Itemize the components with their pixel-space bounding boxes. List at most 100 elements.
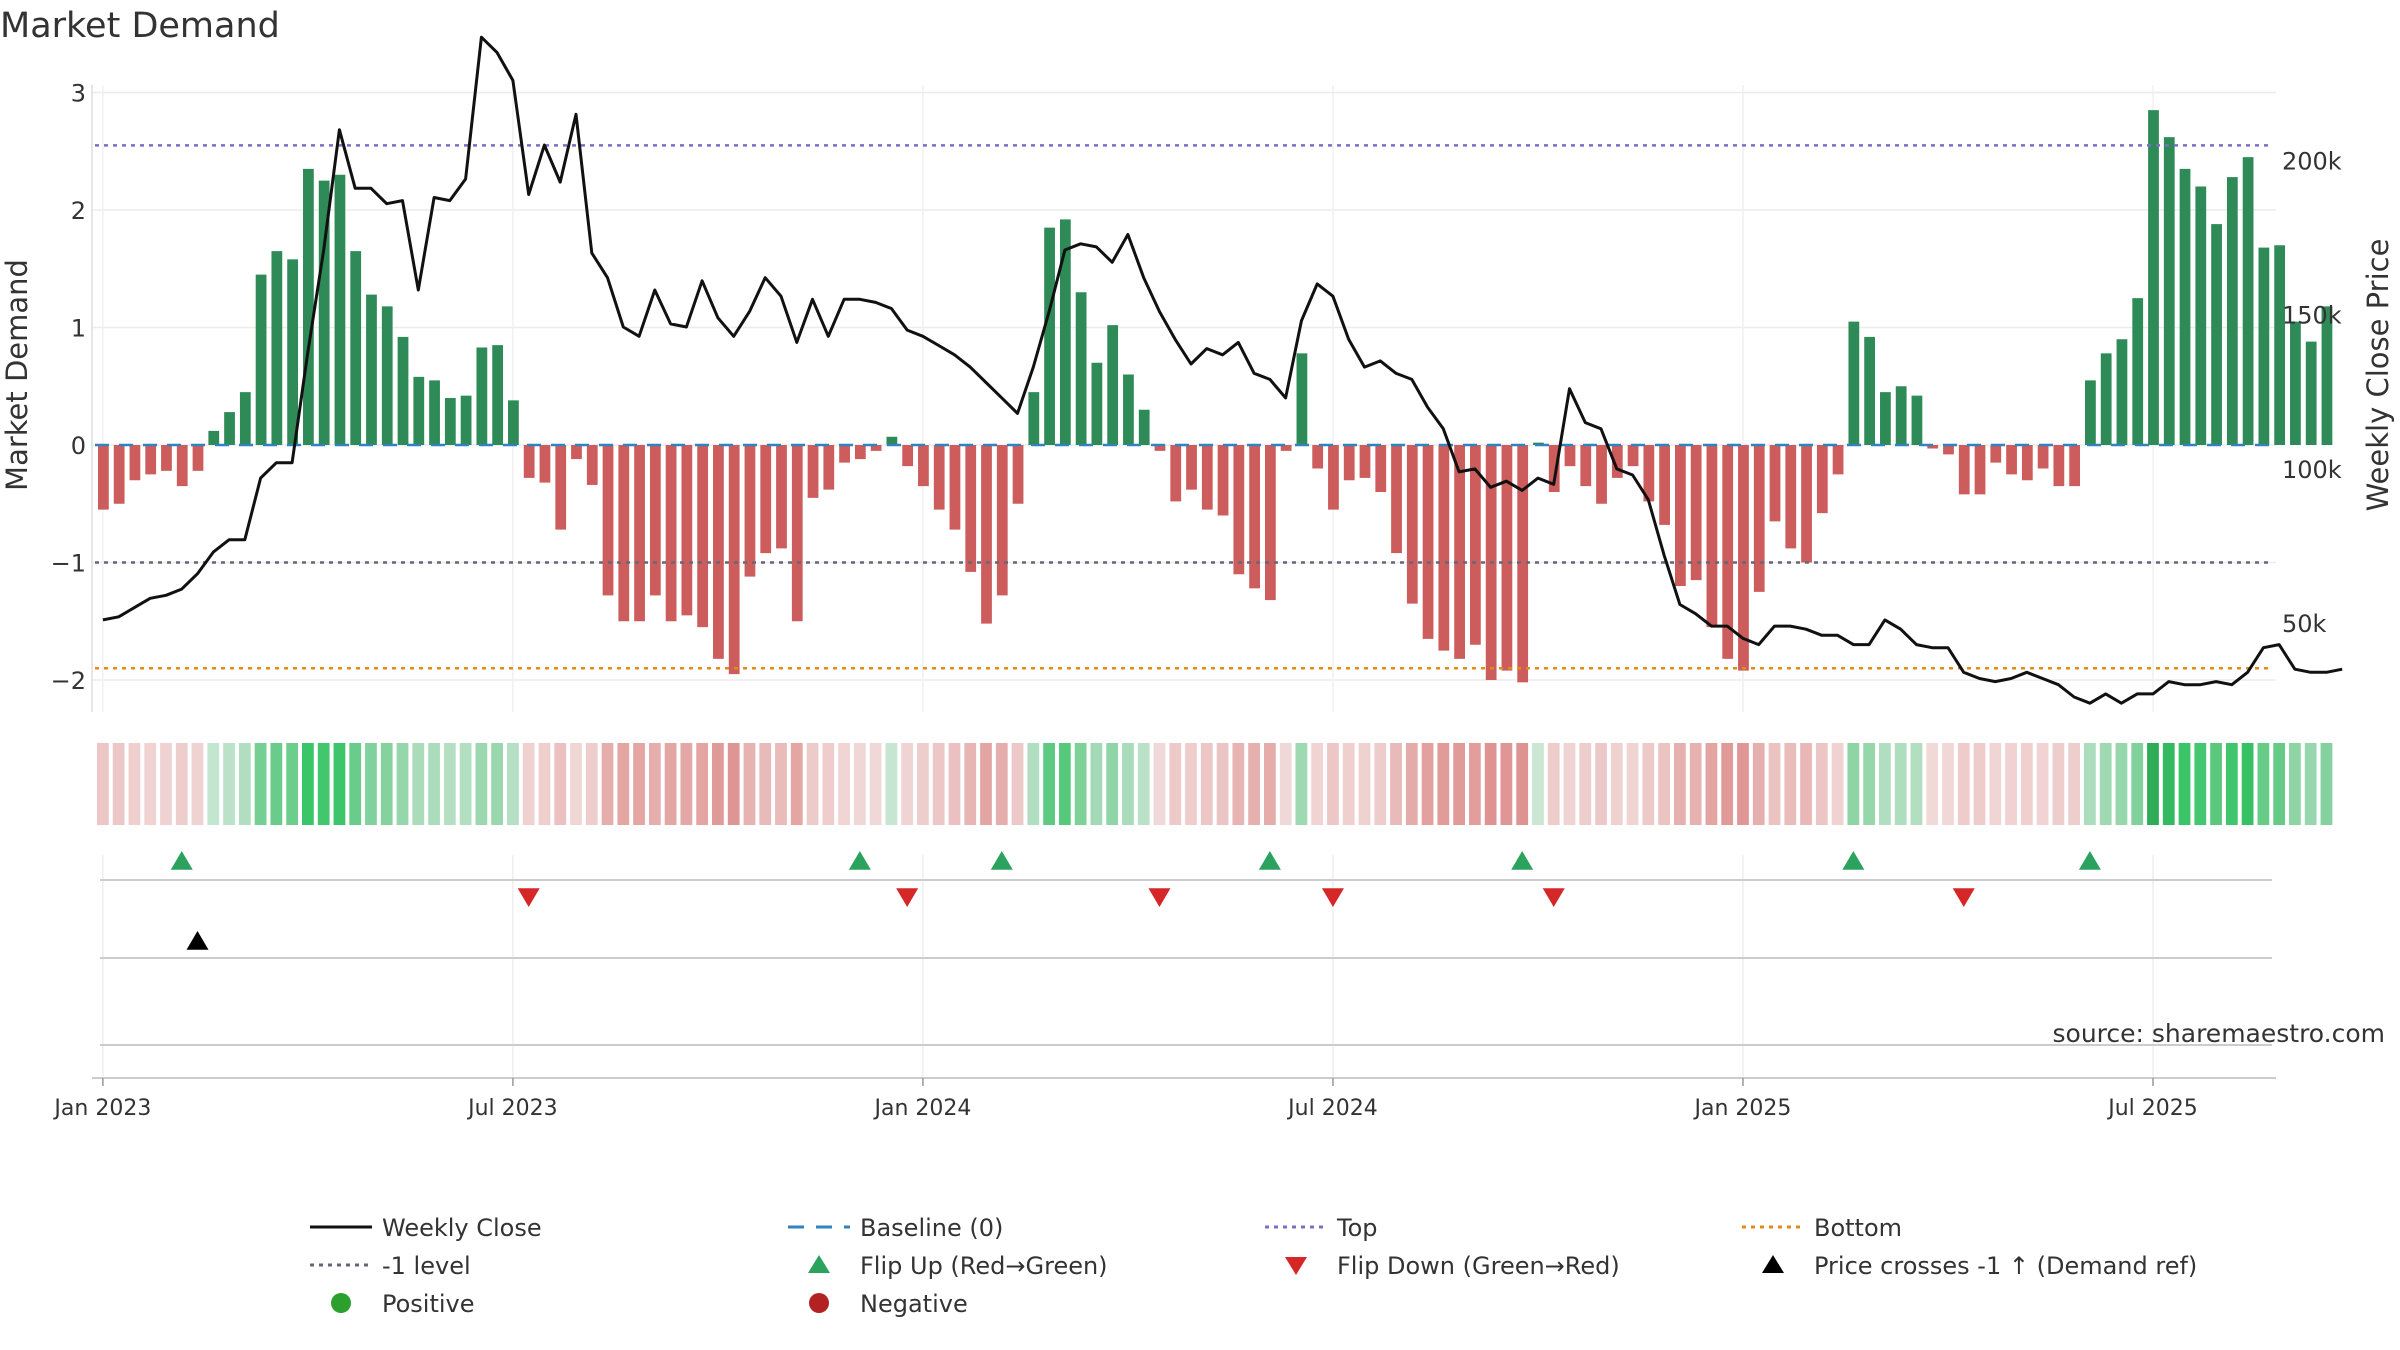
bar-negative [555,445,567,530]
heat-cell [333,743,346,825]
bar-negative [1012,445,1024,504]
legend-item: Top [1265,1214,1378,1242]
legend-label: Flip Down (Green→Red) [1337,1252,1620,1280]
heat-cell [2131,743,2144,825]
legend-item: Price crosses -1 ↑ (Demand ref) [1762,1252,2197,1280]
bar-positive [2116,339,2128,445]
heat-cell [2162,743,2175,825]
heat-cell [1910,743,1923,825]
price-cross-marker [186,931,209,950]
bar-positive [2100,353,2112,445]
bar-negative [1469,445,1481,645]
heat-cell [1216,743,1229,825]
legend-item: -1 level [310,1252,471,1280]
bar-negative [113,445,125,504]
bar-negative [1958,445,1970,495]
heat-cell [1500,743,1513,825]
bar-negative [1170,445,1182,502]
x-tick-label: Jul 2024 [1286,1096,1378,1121]
heat-cell [1721,743,1734,825]
demand-bars [98,110,2333,683]
y-tick-label: 1 [71,315,86,343]
x-tick-label: Jul 2025 [2106,1096,2198,1121]
heat-cell [790,743,803,825]
heat-cell [853,743,866,825]
bar-negative [2037,445,2049,469]
heat-cell [932,743,945,825]
heat-cell [1642,743,1655,825]
heat-cell [1516,743,1529,825]
heat-cell [1863,743,1876,825]
bar-positive [350,251,362,445]
flip-up-marker [990,851,1013,870]
heat-cell [806,743,819,825]
bar-negative [1359,445,1371,478]
bar-negative [902,445,914,467]
heat-cell [1768,743,1781,825]
heat-cell [2289,743,2301,825]
bar-negative [1990,445,2002,463]
heat-cell [1200,743,1213,825]
bar-negative [1738,445,1749,671]
heat-cell [223,743,235,825]
heat-cell [1185,743,1197,825]
bar-positive [334,174,346,445]
bar-negative [713,445,724,659]
flip-up-marker [848,851,871,870]
heat-cell [1973,743,1986,825]
heat-cell [1737,743,1749,825]
heat-cell [901,743,914,825]
heat-cell [696,743,709,825]
heat-cell [1342,743,1355,825]
heat-cell [648,743,661,825]
heat-cell [1784,743,1797,825]
bar-negative [1927,445,1939,449]
bar-negative [2053,445,2065,487]
heat-cell [1122,743,1134,825]
main-panel: 3 2 1 0 −1 −2 200k 150k 100k 50k Market Demand W… [0,35,2395,712]
bar-positive [2305,341,2317,445]
bar-positive [2163,137,2175,445]
bar-negative [1611,445,1623,478]
heat-cell [475,743,488,825]
x-tick-label: Jan 2024 [872,1096,971,1121]
bar-negative [1659,445,1670,525]
heat-cell [2225,743,2238,825]
bar-negative [791,445,803,622]
heat-cell [144,743,157,825]
y2-axis-ticks: 200k 150k 100k 50k [2282,148,2342,638]
heat-cell [1074,743,1087,825]
legend-item: Bottom [1742,1214,1902,1242]
heat-cell [1437,743,1450,825]
bar-positive [303,168,314,445]
legend-label: Top [1336,1214,1378,1242]
y-tick-label: 0 [71,432,86,460]
bar-positive [255,274,267,445]
flip-down-marker [896,888,919,907]
heat-cell [160,743,172,825]
bar-positive [1880,392,1891,445]
heat-cell [775,743,787,825]
legend-swatch-triangle-down [1285,1257,1307,1275]
heat-cell [1752,743,1765,825]
heat-cell [885,743,898,825]
heat-cell [1263,743,1276,825]
bar-negative [949,445,961,530]
flip-up-marker [1511,851,1534,870]
heat-cell [1626,743,1639,825]
heat-cell [1232,743,1245,825]
bar-negative [1343,445,1355,481]
heat-cell [97,743,109,825]
heat-cell [1027,743,1040,825]
y2-axis-label: Weekly Close Price [2361,239,2395,512]
bar-negative [1406,445,1418,604]
heat-cell [538,743,551,825]
heat-cell [1847,743,1860,825]
bar-negative [1217,445,1229,516]
bar-positive [2226,177,2238,445]
bar-negative [1264,445,1276,601]
heat-cell [2036,743,2049,825]
heat-cell [1989,743,2002,825]
bar-positive [508,400,519,445]
heat-cell [680,743,693,825]
